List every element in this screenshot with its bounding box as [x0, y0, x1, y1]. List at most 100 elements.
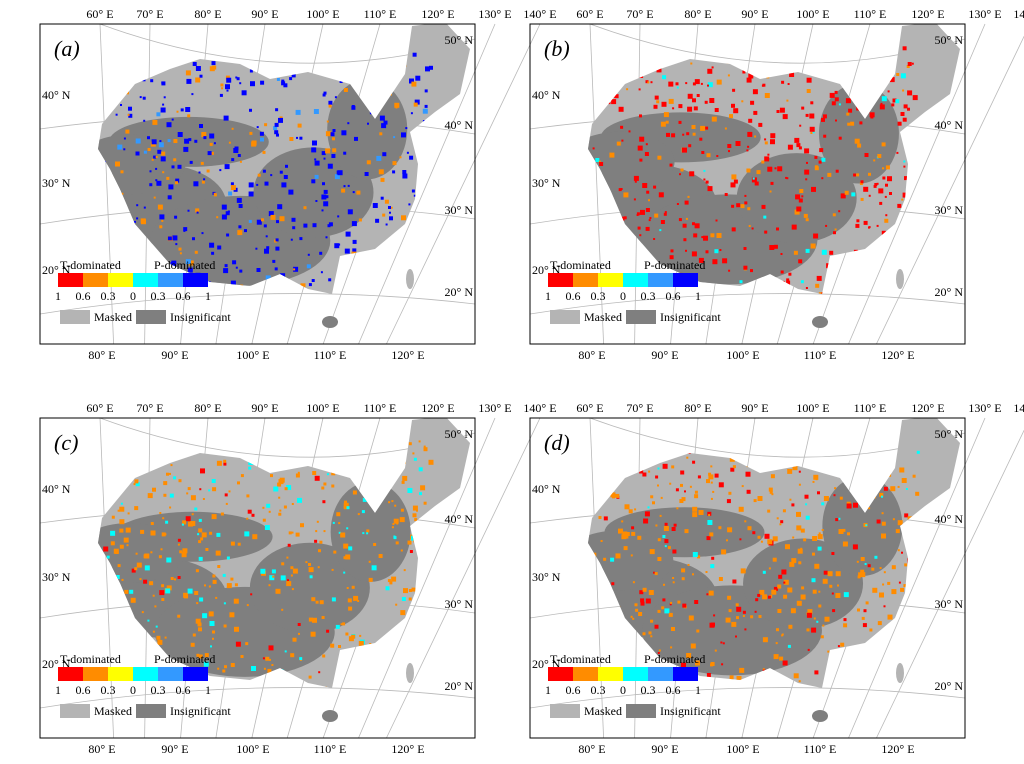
- grid-cell: [879, 201, 883, 205]
- grid-cell: [686, 456, 689, 459]
- legend-scale-label: 0.3: [151, 289, 166, 303]
- grid-cell: [191, 513, 194, 516]
- grid-cell: [202, 613, 208, 619]
- grid-cell: [106, 476, 109, 479]
- grid-cell: [842, 528, 846, 532]
- grid-cell: [708, 514, 711, 517]
- grid-cell: [642, 632, 646, 636]
- grid-cell: [260, 568, 266, 574]
- grid-cell: [195, 618, 201, 624]
- longitude-tick-label: 60° E: [576, 401, 603, 415]
- grid-cell: [642, 472, 647, 477]
- grid-cell: [596, 225, 599, 228]
- grid-cell: [265, 275, 271, 281]
- grid-cell: [167, 195, 172, 200]
- grid-cell: [348, 546, 353, 551]
- grid-cell: [390, 93, 392, 96]
- grid-cell: [378, 554, 383, 558]
- grid-cell: [341, 130, 347, 136]
- grid-cell: [796, 525, 802, 531]
- grid-cell: [295, 473, 300, 478]
- grid-cell: [791, 503, 795, 507]
- grid-cell: [200, 161, 204, 165]
- grid-cell: [358, 218, 362, 222]
- grid-cell: [339, 80, 343, 83]
- grid-cell: [133, 483, 136, 486]
- grid-cell: [776, 443, 779, 446]
- grid-cell: [766, 75, 770, 79]
- grid-cell: [619, 641, 625, 647]
- legend-scale-label: 0: [620, 289, 626, 303]
- grid-cell: [821, 177, 824, 180]
- grid-cell: [823, 496, 829, 501]
- grid-cell: [636, 214, 639, 216]
- grid-cell: [224, 264, 228, 268]
- grid-cell: [369, 663, 375, 669]
- grid-cell: [782, 509, 786, 513]
- grid-cell: [179, 252, 182, 255]
- grid-cell: [200, 537, 204, 541]
- grid-cell: [816, 63, 821, 68]
- grid-cell: [879, 592, 884, 598]
- grid-cell: [420, 548, 425, 553]
- grid-cell: [278, 447, 283, 453]
- grid-cell: [786, 99, 789, 102]
- grid-cell: [817, 491, 820, 495]
- grid-cell: [623, 72, 628, 76]
- grid-cell: [166, 472, 169, 476]
- grid-cell: [810, 101, 814, 105]
- grid-cell: [615, 493, 620, 498]
- grid-cell: [338, 243, 341, 246]
- grid-cell: [360, 96, 363, 99]
- grid-cell: [150, 530, 156, 536]
- grid-cell: [612, 495, 615, 499]
- grid-cell: [671, 465, 675, 469]
- grid-cell: [890, 246, 893, 249]
- grid-cell: [426, 631, 432, 637]
- grid-cell: [701, 151, 705, 154]
- grid-cell: [393, 536, 397, 540]
- grid-cell: [793, 673, 799, 679]
- grid-cell: [637, 145, 643, 151]
- grid-cell: [797, 548, 803, 554]
- grid-cell: [319, 540, 323, 544]
- grid-cell: [109, 569, 113, 573]
- grid-cell: [177, 576, 181, 579]
- legend-scale-label: 0.3: [591, 289, 606, 303]
- grid-cell: [395, 541, 399, 545]
- grid-cell: [210, 151, 214, 155]
- grid-cell: [898, 581, 901, 584]
- grid-cell: [777, 65, 781, 69]
- longitude-tick-label: 100° E: [306, 7, 339, 21]
- grid-cell: [104, 76, 109, 81]
- grid-cell: [746, 77, 752, 83]
- grid-cell: [757, 593, 761, 597]
- grid-cell: [418, 440, 421, 443]
- grid-cell: [782, 54, 785, 57]
- grid-cell: [274, 674, 276, 676]
- grid-cell: [903, 160, 906, 163]
- grid-cell: [208, 281, 211, 284]
- grid-cell: [327, 163, 333, 169]
- grid-cell: [146, 67, 151, 72]
- grid-cell: [356, 69, 359, 72]
- grid-cell: [812, 480, 815, 483]
- grid-cell: [240, 655, 244, 658]
- grid-cell: [281, 81, 286, 86]
- grid-cell: [853, 173, 857, 177]
- grid-cell: [884, 466, 887, 469]
- latitude-tick-label: 40° N: [445, 118, 474, 132]
- grid-cell: [772, 557, 777, 562]
- grid-cell: [287, 543, 291, 547]
- grid-cell: [213, 193, 217, 197]
- grid-cell: [786, 278, 790, 282]
- grid-cell: [881, 533, 886, 539]
- grid-cell: [274, 50, 277, 53]
- grid-cell: [913, 567, 918, 572]
- grid-cell: [777, 609, 782, 613]
- legend-swatch: [133, 273, 158, 287]
- grid-cell: [739, 667, 745, 673]
- grid-cell: [724, 286, 727, 289]
- grid-cell: [121, 192, 124, 195]
- grid-cell: [671, 444, 676, 449]
